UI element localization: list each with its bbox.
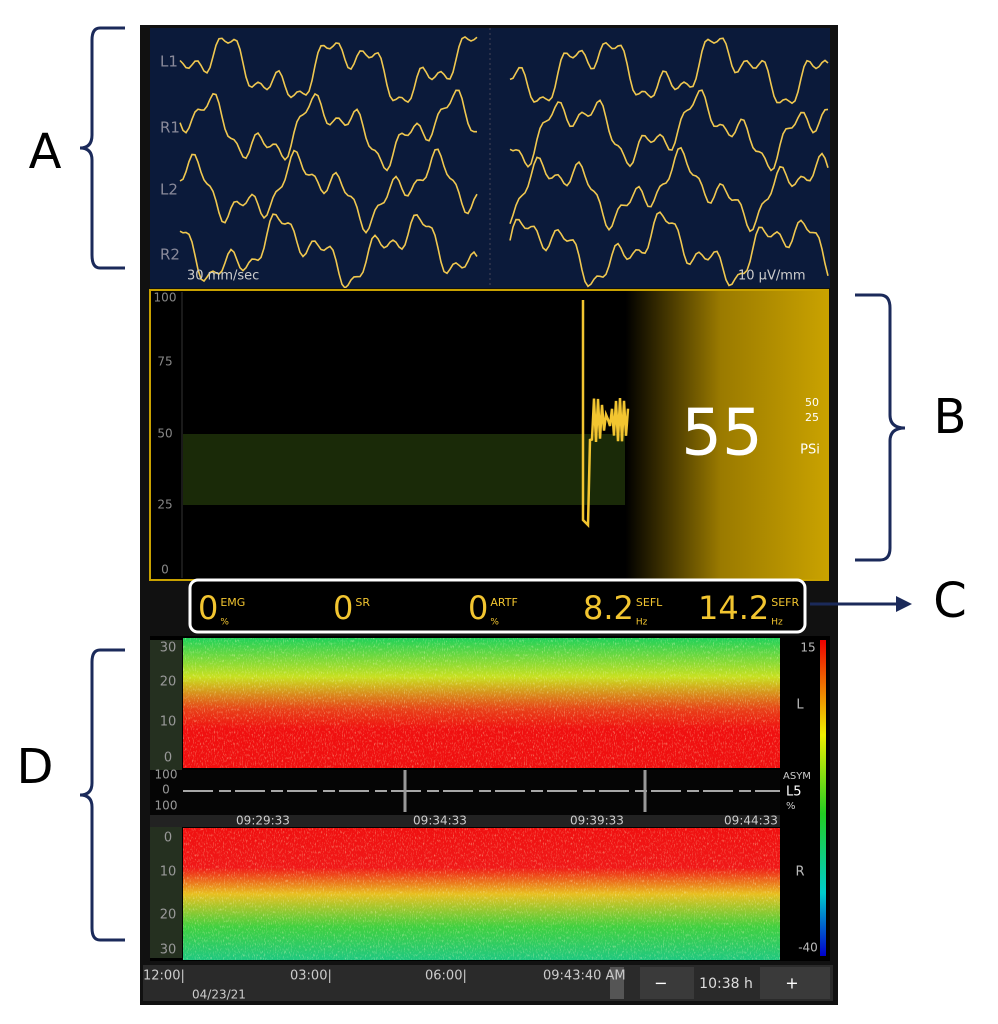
parameter-box	[188, 578, 807, 634]
eeg-trace	[509, 211, 829, 288]
time-label: 09:34:33	[413, 814, 467, 828]
annotation-letter: C	[933, 573, 967, 629]
asym-strip	[150, 770, 780, 816]
timeline-mark: 03:00|	[290, 969, 332, 984]
annotation-letter: B	[934, 389, 967, 445]
psi-tick-label: 0	[161, 563, 169, 577]
parameter-unit: %	[220, 618, 229, 628]
parameter-unit: Hz	[636, 618, 648, 628]
psi-tick-label: 50	[157, 427, 172, 441]
channel-label: R2	[160, 246, 180, 264]
timeline-bar	[143, 965, 833, 1001]
timeline-mark: 06:00|	[425, 969, 467, 984]
timeline-cursor	[610, 967, 624, 999]
parameter-name: ARTF	[490, 596, 517, 609]
frequency-tick: 20	[160, 908, 177, 923]
psi-value: 55	[681, 397, 762, 471]
spectrogram-left-noise	[183, 638, 780, 768]
bracket-b	[855, 293, 906, 562]
psi-label: PSi	[800, 443, 820, 458]
channel-label: R	[795, 865, 804, 880]
sweep-speed: 30 mm/sec	[187, 269, 259, 284]
psi-tick-label: 25	[157, 498, 172, 512]
parameter-value: 0	[468, 589, 488, 627]
timeline-mark: 12:00|	[143, 969, 185, 984]
zoom-out-button[interactable]	[640, 967, 694, 999]
timeline-span: 10:38 h	[699, 976, 753, 992]
channel-label: L	[796, 698, 804, 713]
psi-range-label: 25	[805, 411, 819, 424]
zoom-in-label[interactable]: +	[785, 974, 798, 993]
parameter-value: 0	[333, 589, 353, 627]
zoom-in-button[interactable]	[760, 967, 830, 999]
channel-label: L2	[160, 181, 178, 199]
color-scale	[820, 640, 826, 956]
parameter-name: EMG	[220, 596, 245, 609]
spectrogram-right-noise	[183, 828, 780, 960]
psi-tick-label: 75	[157, 355, 172, 369]
frequency-tick: 30	[160, 641, 177, 656]
gain-label: 10 µV/mm	[738, 269, 806, 284]
parameter-unit: %	[490, 618, 499, 628]
psi-gradient	[590, 291, 827, 579]
brackets	[79, 26, 906, 942]
asym-label: ASYM	[783, 771, 811, 782]
scale-min: -40	[798, 941, 818, 955]
parameter-name: SR	[355, 596, 370, 609]
channel-label: L1	[160, 53, 178, 71]
parameter-value: 8.2	[583, 589, 634, 627]
eeg-trace	[179, 35, 478, 104]
parameter-value: 14.2	[698, 589, 769, 627]
frequency-tick: 10	[160, 715, 177, 730]
frequency-tick: 30	[160, 943, 177, 958]
bracket-a	[79, 26, 125, 270]
annotation-letter: A	[29, 124, 62, 180]
eeg-trace	[509, 89, 829, 172]
annotation-letter: D	[17, 739, 54, 795]
waveforms	[179, 35, 829, 288]
asym-channel: L5	[786, 785, 802, 800]
parameter-unit: Hz	[771, 618, 783, 628]
asym-tick: 0	[162, 783, 170, 797]
psi-range-label: 50	[805, 396, 819, 409]
frequency-tick: 10	[160, 865, 177, 880]
frequency-tick: 0	[164, 751, 172, 766]
arrow-head	[896, 596, 912, 612]
bracket-d	[79, 648, 125, 942]
time-label: 09:44:33	[724, 814, 778, 828]
asym-unit: %	[786, 801, 796, 812]
parameter-name: SEFL	[636, 596, 663, 609]
time-label: 09:39:33	[570, 814, 624, 828]
parameter-name: SEFR	[771, 596, 799, 609]
parameter-value: 0	[198, 589, 218, 627]
channel-label: R1	[160, 119, 180, 137]
time-strip	[150, 815, 780, 827]
zoom-out-label[interactable]: −	[654, 974, 667, 993]
asym-tick: 100	[155, 768, 178, 782]
eeg-trace	[179, 89, 477, 172]
psi-tick-label: 100	[154, 291, 177, 305]
frequency-tick: 20	[160, 675, 177, 690]
scale-max: 15	[800, 641, 815, 655]
psi-trend	[581, 300, 630, 528]
time-label: 09:29:33	[236, 814, 290, 828]
eeg-trace	[179, 148, 478, 235]
timeline-mark: 09:43:40 AM	[543, 969, 626, 984]
eeg-trace	[509, 37, 829, 105]
eeg-trace	[509, 146, 829, 233]
frequency-tick: 0	[164, 831, 172, 846]
eeg-trace	[179, 213, 478, 288]
timeline-date: 04/23/21	[192, 988, 246, 1002]
target-band	[183, 434, 625, 505]
asym-tick: 100	[155, 799, 178, 813]
